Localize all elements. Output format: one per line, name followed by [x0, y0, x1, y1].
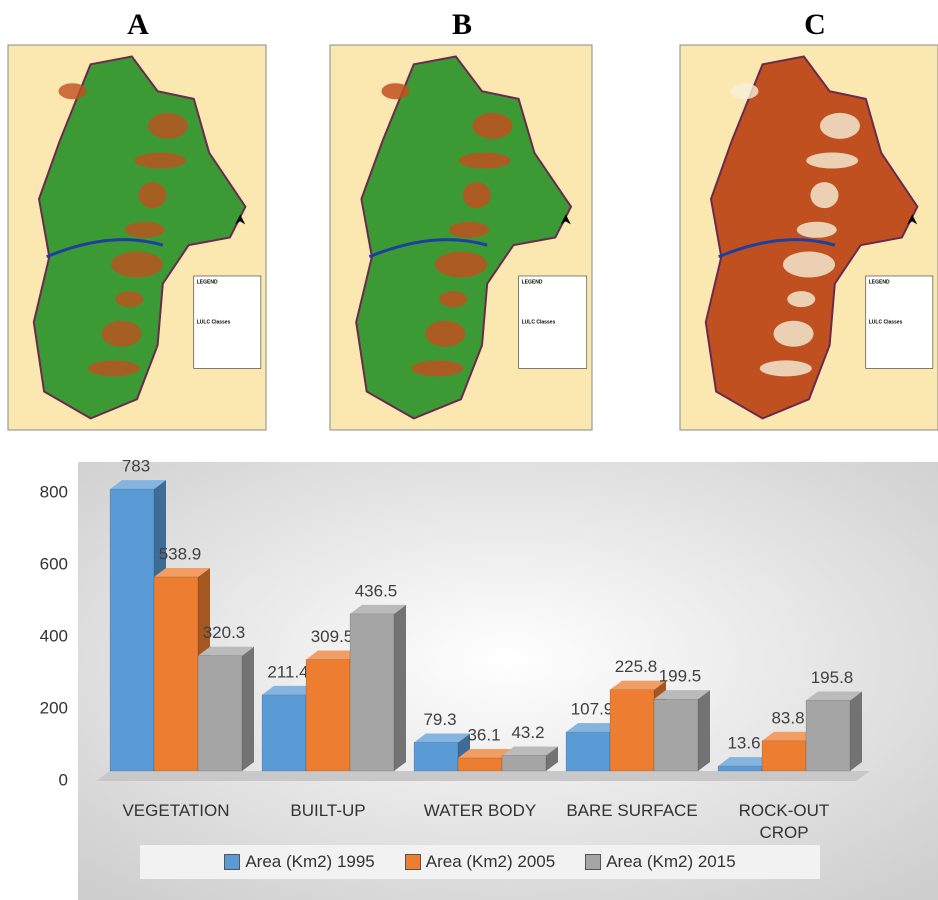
page: A LEGEND LULC Classes B LEGEND LULC Classes C L…: [0, 0, 938, 900]
map-patch: [731, 83, 759, 99]
value-label: 199.5: [659, 667, 702, 686]
bar-side-shade: [394, 605, 406, 771]
map-classes-title: LULC Classes: [869, 320, 903, 326]
bar: [350, 614, 394, 771]
bar: [762, 741, 806, 771]
value-label: 43.2: [511, 723, 544, 742]
map-patch: [439, 291, 467, 307]
map-patch: [810, 182, 838, 208]
bar: [502, 755, 546, 771]
y-tick-label: 400: [40, 626, 68, 645]
y-tick-label: 0: [59, 770, 68, 789]
map-patch: [111, 251, 163, 277]
legend: Area (Km2) 1995 Area (Km2) 2005 Area (Km2)…: [140, 845, 820, 879]
bar: [262, 695, 306, 771]
map-patch: [797, 222, 837, 238]
bar-side-shade: [242, 647, 254, 771]
panel-label: B: [452, 8, 472, 41]
x-tick-label: WATER BODY: [410, 800, 550, 822]
bar-side-shade: [698, 690, 710, 771]
value-label: 783: [122, 457, 150, 476]
y-tick-label: 800: [40, 482, 68, 501]
map-patch: [472, 113, 512, 139]
map-patch: [820, 113, 860, 139]
value-label: 79.3: [423, 710, 456, 729]
map-patch: [115, 291, 143, 307]
panel-label: C: [804, 8, 826, 41]
bar: [414, 742, 458, 771]
map-classes-title: LULC Classes: [522, 320, 556, 326]
map-patch: [148, 113, 188, 139]
map-patch: [787, 291, 815, 307]
map-patch: [382, 83, 410, 99]
map-classes-title: LULC Classes: [197, 320, 231, 326]
x-tick-label: BARE SURFACE: [562, 800, 702, 822]
bar: [566, 732, 610, 771]
map-legend-title: LEGEND: [522, 279, 543, 285]
legend-item: Area (Km2) 2005: [405, 852, 555, 872]
legend-label: Area (Km2) 2015: [606, 852, 735, 872]
value-label: 320.3: [203, 623, 246, 642]
value-label: 36.1: [467, 725, 500, 744]
map-patch: [134, 153, 186, 169]
x-tick-label: VEGETATION: [106, 800, 246, 822]
value-label: 83.8: [771, 708, 804, 727]
map-patch: [102, 321, 142, 347]
legend-item: Area (Km2) 1995: [224, 852, 374, 872]
map-patch: [411, 360, 463, 376]
map-patch: [138, 182, 166, 208]
legend-label: Area (Km2) 2005: [426, 852, 555, 872]
value-label: 13.6: [727, 734, 760, 753]
map-patch: [425, 321, 465, 347]
bar: [654, 699, 698, 771]
map-legend-title: LEGEND: [869, 279, 890, 285]
value-label: 225.8: [615, 657, 658, 676]
legend-label: Area (Km2) 1995: [245, 852, 374, 872]
y-tick-label: 200: [40, 698, 68, 717]
bar: [198, 656, 242, 771]
x-tick-label: ROCK-OUT CROP: [714, 800, 854, 844]
map-patch: [760, 360, 812, 376]
x-tick-label: BUILT-UP: [258, 800, 398, 822]
map-patch: [774, 321, 814, 347]
legend-swatch: [405, 854, 421, 870]
map-patch: [459, 153, 511, 169]
value-label: 309.5: [311, 627, 354, 646]
bar: [306, 660, 350, 771]
map-patch: [125, 222, 165, 238]
map-patch: [449, 222, 489, 238]
bar: [458, 758, 502, 771]
value-label: 436.5: [355, 581, 398, 600]
legend-swatch: [585, 854, 601, 870]
panel-label: A: [127, 8, 149, 41]
bar: [110, 489, 154, 771]
bar: [718, 766, 762, 771]
value-label: 211.4: [267, 662, 308, 681]
map-patch: [59, 83, 87, 99]
value-label: 107.9: [571, 700, 614, 719]
map-legend-title: LEGEND: [197, 279, 218, 285]
legend-item: Area (Km2) 2015: [585, 852, 735, 872]
map-patch: [783, 251, 835, 277]
map-patch: [463, 182, 491, 208]
y-tick-label: 600: [40, 554, 68, 573]
bar: [154, 577, 198, 771]
legend-swatch: [224, 854, 240, 870]
map-patch: [435, 251, 487, 277]
map-patch: [806, 153, 858, 169]
bar: [610, 690, 654, 771]
value-label: 538.9: [159, 544, 202, 563]
figure: A LEGEND LULC Classes B LEGEND LULC Classes C L…: [0, 0, 938, 900]
value-label: 195.8: [811, 668, 854, 687]
floor: [96, 771, 870, 781]
bar: [806, 701, 850, 771]
bar-side-shade: [850, 692, 862, 771]
map-patch: [88, 360, 140, 376]
